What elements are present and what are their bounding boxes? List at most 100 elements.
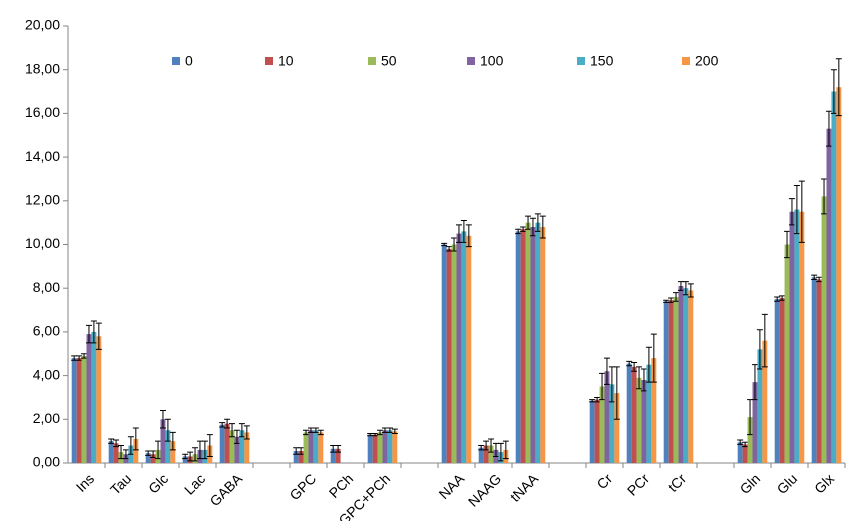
error-bar [317,429,324,436]
x-tick-label: Tau [107,470,134,497]
bar [646,364,652,463]
error-bar [751,364,758,401]
error-bar [798,180,805,243]
bar [609,384,615,463]
error-bar [811,274,818,280]
legend-swatch [577,57,585,65]
error-bar [835,58,842,117]
y-tick-label: 16,00 [25,104,60,120]
x-tick-label: PCh [326,470,357,501]
error-bar [821,178,828,215]
error-bar [303,429,310,436]
bar [182,456,188,463]
legend-label: 0 [185,53,193,69]
bar [313,430,319,463]
error-bar [626,360,633,367]
error-bar [668,297,675,303]
legend-swatch [682,57,690,65]
error-bar [76,355,83,361]
error-bar [636,366,643,390]
error-bar [108,438,115,444]
error-bar [229,423,236,438]
bar [614,393,620,463]
bar [799,211,805,463]
error-bar [182,453,189,460]
error-bar [81,353,88,359]
bar [594,399,600,463]
x-tick-label: GABA [206,470,245,509]
error-bar [164,418,171,442]
legend-swatch [467,57,475,65]
x-tick-label: tCr [665,470,690,495]
bar [604,371,610,463]
bar [688,290,694,463]
x-tick-label: Glu [774,470,801,497]
bar [234,436,240,463]
bar [821,196,827,463]
y-tick-label: 12,00 [25,192,60,208]
legend-label: 100 [480,53,504,69]
bar [382,430,388,463]
error-bar [386,427,393,433]
error-bar [127,436,134,455]
x-tick-label: Cr [593,470,615,492]
bar [145,453,151,463]
x-tick-label: Glx [811,470,837,496]
error-bar [613,366,620,420]
x-tick-label: tNAA [507,470,542,505]
error-bar [525,215,532,230]
bar [651,358,657,463]
bar [71,358,77,463]
error-bar [95,322,102,350]
x-tick-label: Gln [737,470,764,497]
error-bar [460,219,467,243]
legend-swatch [265,57,273,65]
bar [737,442,743,463]
bar [515,231,521,463]
bar [330,448,336,463]
y-tick-label: 8,00 [33,279,60,295]
bar [631,366,637,463]
bar [377,432,383,463]
x-tick-label: PCr [624,470,653,499]
error-bar [816,276,823,283]
bar [811,277,817,463]
bar [794,209,800,463]
bar [219,424,225,463]
x-tick-label: NAA [436,470,468,502]
error-bar [488,438,495,453]
bar [789,211,795,463]
bar [372,434,378,463]
error-bar [756,329,763,370]
bar [293,450,299,463]
y-tick-label: 14,00 [25,148,60,164]
error-bar [640,368,647,392]
bar [762,340,768,463]
legend-swatch [172,57,180,65]
bar [76,358,82,463]
bar [784,244,790,463]
bar [478,447,484,463]
bar [298,450,304,463]
bar [81,355,87,463]
error-bar [169,431,176,451]
y-tick-label: 2,00 [33,410,60,426]
bar [626,363,632,463]
error-bar [238,423,245,438]
error-bar [150,450,157,459]
error-bar [502,440,509,460]
error-bar [779,295,786,301]
error-bar [599,372,606,401]
legend-label: 200 [695,53,719,69]
bar [641,379,647,463]
error-bar [687,283,694,298]
bar [367,434,373,463]
error-bar [529,217,536,237]
bar [108,441,114,463]
error-bar [377,429,384,436]
legend-swatch [368,57,376,65]
bar [589,400,595,463]
bar [540,227,546,463]
error-bar [201,440,208,460]
